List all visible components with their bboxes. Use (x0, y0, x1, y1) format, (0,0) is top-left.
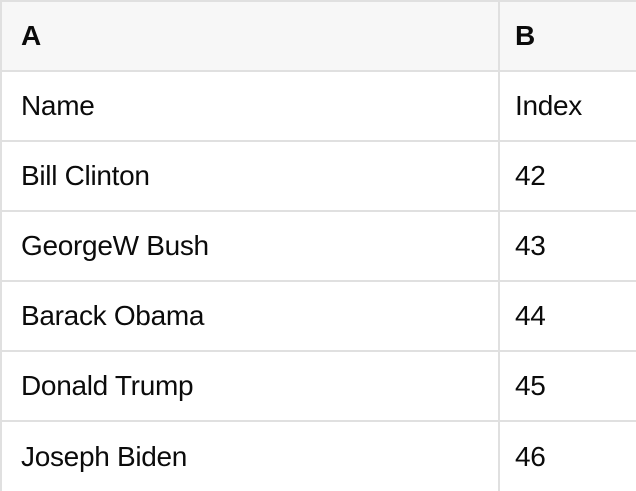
cell-a4[interactable]: Barack Obama (2, 281, 500, 352)
cell-a2[interactable]: Bill Clinton (2, 141, 500, 212)
cell-b2[interactable]: 42 (499, 141, 636, 212)
cell-b3[interactable]: 43 (499, 211, 636, 282)
cell-b4[interactable]: 44 (499, 281, 636, 352)
table-row: Name Index (2, 71, 636, 142)
cell-b5[interactable]: 45 (499, 351, 636, 422)
column-header-row: A B (2, 2, 636, 72)
cell-a3[interactable]: GeorgeW Bush (2, 211, 500, 282)
cell-b6[interactable]: 46 (499, 421, 636, 491)
table-row: Joseph Biden 46 (2, 421, 636, 491)
table-row: GeorgeW Bush 43 (2, 211, 636, 282)
column-header-a[interactable]: A (2, 2, 500, 72)
cell-a6[interactable]: Joseph Biden (2, 421, 500, 491)
table-row: Barack Obama 44 (2, 281, 636, 352)
cell-a5[interactable]: Donald Trump (2, 351, 500, 422)
table-row: Donald Trump 45 (2, 351, 636, 422)
cell-a1[interactable]: Name (2, 71, 500, 142)
table-row: Bill Clinton 42 (2, 141, 636, 212)
cell-b1[interactable]: Index (499, 71, 636, 142)
column-header-b[interactable]: B (499, 2, 636, 72)
